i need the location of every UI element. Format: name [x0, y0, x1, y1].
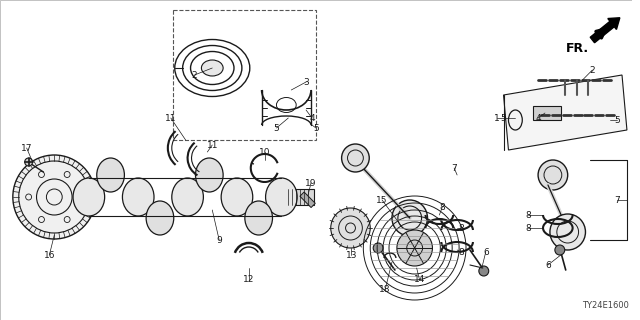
Text: 9: 9: [216, 236, 222, 244]
Circle shape: [25, 158, 33, 166]
Circle shape: [550, 214, 586, 250]
Text: 11: 11: [207, 140, 218, 149]
Text: 5: 5: [500, 114, 506, 123]
Circle shape: [373, 243, 383, 253]
Circle shape: [392, 200, 428, 236]
Ellipse shape: [266, 178, 297, 216]
Text: 4: 4: [535, 114, 541, 123]
Ellipse shape: [97, 158, 124, 192]
Ellipse shape: [122, 178, 154, 216]
Text: TY24E1600: TY24E1600: [582, 300, 629, 309]
Text: 7: 7: [451, 164, 457, 172]
Ellipse shape: [146, 201, 174, 235]
Ellipse shape: [221, 178, 253, 216]
Circle shape: [479, 266, 489, 276]
Bar: [300, 192, 316, 208]
Circle shape: [342, 144, 369, 172]
Circle shape: [13, 155, 96, 239]
Text: 11: 11: [165, 114, 177, 123]
Text: 13: 13: [346, 251, 357, 260]
Ellipse shape: [195, 158, 223, 192]
Text: 17: 17: [21, 143, 33, 153]
Text: 8: 8: [525, 223, 531, 233]
Text: 8: 8: [525, 211, 531, 220]
Ellipse shape: [73, 178, 105, 216]
Text: 5: 5: [313, 124, 319, 132]
Text: 5: 5: [614, 116, 620, 124]
Text: FR.: FR.: [566, 42, 589, 55]
Text: 8: 8: [440, 203, 445, 212]
Text: 15: 15: [376, 196, 388, 204]
Circle shape: [538, 160, 568, 190]
Ellipse shape: [172, 178, 204, 216]
Text: 19: 19: [305, 179, 317, 188]
Polygon shape: [504, 75, 627, 150]
Bar: [173, 10, 316, 140]
Text: 1: 1: [493, 114, 499, 123]
Text: 2: 2: [589, 66, 595, 75]
Text: 10: 10: [259, 148, 270, 156]
Text: 4: 4: [309, 114, 315, 123]
Text: 8: 8: [458, 247, 464, 257]
Text: 14: 14: [414, 276, 426, 284]
Text: 12: 12: [243, 276, 255, 284]
Text: 2: 2: [192, 70, 197, 79]
Text: 7: 7: [614, 196, 620, 204]
Circle shape: [331, 208, 370, 248]
Text: 6: 6: [545, 260, 551, 269]
Bar: [533, 106, 561, 120]
Ellipse shape: [202, 60, 223, 76]
Text: 5: 5: [273, 124, 279, 132]
Text: 16: 16: [44, 251, 55, 260]
Ellipse shape: [245, 201, 273, 235]
Text: 8: 8: [458, 223, 464, 233]
Bar: [284, 189, 314, 205]
Text: 18: 18: [380, 285, 391, 294]
FancyArrow shape: [590, 18, 620, 43]
Text: 6: 6: [483, 247, 488, 257]
Text: 3: 3: [303, 77, 309, 86]
Circle shape: [555, 245, 564, 255]
Circle shape: [397, 230, 433, 266]
